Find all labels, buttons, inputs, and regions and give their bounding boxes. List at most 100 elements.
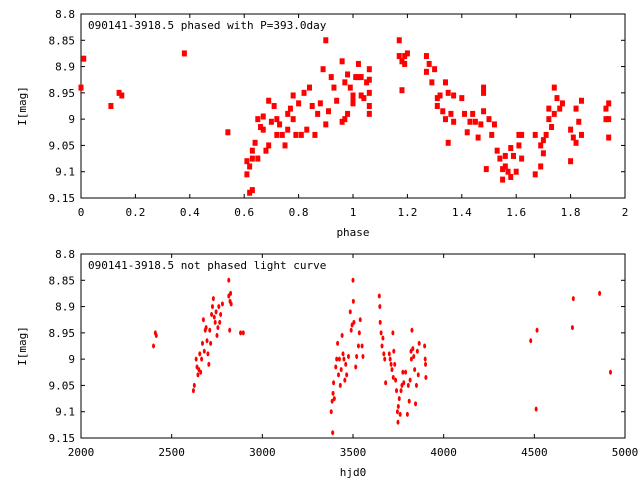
- data-point: [218, 319, 222, 325]
- data-point: [358, 317, 362, 323]
- data-point: [249, 187, 255, 194]
- data-point: [381, 335, 385, 341]
- y-tick-label: 9.15: [49, 192, 76, 205]
- data-point: [416, 372, 420, 378]
- data-point: [212, 314, 216, 320]
- data-point: [81, 55, 87, 62]
- data-point: [546, 105, 552, 112]
- x-tick-label: 2: [622, 206, 629, 219]
- data-point: [210, 311, 214, 317]
- data-point: [475, 134, 481, 141]
- plot-title: 090141-3918.5 not phased light curve: [88, 259, 326, 272]
- data-point: [395, 409, 399, 415]
- data-point: [355, 74, 361, 81]
- data-point: [404, 50, 410, 57]
- data-point: [603, 116, 609, 123]
- data-point: [494, 147, 500, 154]
- data-point: [285, 110, 291, 117]
- data-point: [437, 92, 443, 99]
- plot-phased: 0 0.2 0.4 0.6 0.8 1 1.2 1.4 1.6 1.8 2 8.8 8.85 8.9 8.9…: [16, 8, 628, 239]
- data-point: [326, 108, 332, 115]
- data-point: [380, 343, 384, 349]
- data-point: [206, 351, 210, 357]
- data-point: [546, 116, 552, 123]
- data-point: [534, 406, 538, 412]
- data-point: [423, 68, 429, 75]
- data-point: [279, 131, 285, 138]
- data-point: [352, 319, 356, 325]
- data-point: [351, 277, 355, 283]
- data-point: [366, 103, 372, 109]
- data-point: [285, 126, 291, 133]
- data-point: [398, 411, 402, 417]
- data-point: [402, 60, 408, 67]
- data-point: [470, 110, 476, 117]
- data-point: [467, 118, 473, 125]
- data-point: [377, 293, 381, 299]
- data-point: [434, 103, 440, 109]
- x-tick-label: 3500: [340, 446, 367, 459]
- data-point: [397, 396, 401, 402]
- data-point: [396, 53, 402, 60]
- data-point: [320, 66, 326, 73]
- data-point: [378, 304, 382, 310]
- data-point: [448, 110, 454, 117]
- data-point: [396, 419, 400, 425]
- data-point: [472, 118, 478, 125]
- data-point: [274, 131, 280, 138]
- data-point: [345, 110, 351, 117]
- data-point: [366, 66, 372, 73]
- data-point: [393, 361, 397, 367]
- data-point: [519, 131, 525, 138]
- data-point: [513, 168, 519, 175]
- y-tick-label: 8.9: [55, 61, 75, 74]
- data-point: [383, 356, 387, 362]
- data-point: [440, 108, 446, 115]
- data-point: [219, 311, 223, 317]
- data-point: [332, 380, 336, 386]
- data-point: [538, 142, 544, 149]
- data-point: [154, 332, 158, 338]
- data-point: [350, 100, 356, 107]
- data-point: [549, 124, 555, 131]
- data-point: [394, 377, 398, 383]
- data-point: [445, 89, 451, 96]
- data-point: [459, 95, 465, 102]
- data-point: [355, 60, 361, 67]
- data-point: [201, 317, 205, 323]
- data-point: [478, 121, 484, 128]
- data-point: [529, 338, 533, 344]
- data-point: [417, 340, 421, 346]
- data-point: [405, 411, 409, 417]
- data-point: [204, 325, 208, 331]
- data-point: [606, 134, 612, 141]
- data-point: [290, 92, 296, 99]
- data-point: [491, 121, 497, 128]
- data-point: [196, 372, 200, 378]
- data-point: [263, 147, 269, 154]
- data-point: [538, 163, 544, 170]
- data-point: [331, 390, 335, 396]
- x-tick-label: 1.4: [452, 206, 472, 219]
- data-point: [241, 330, 245, 336]
- data-point: [489, 131, 495, 138]
- data-point: [309, 103, 315, 109]
- data-point: [266, 97, 272, 104]
- data-point: [388, 356, 392, 362]
- data-point: [412, 354, 416, 360]
- y-tick-label: 9.05: [49, 139, 76, 152]
- data-point: [402, 53, 408, 60]
- data-point: [361, 95, 367, 102]
- data-point: [339, 58, 345, 65]
- data-point: [335, 356, 339, 362]
- data-point: [152, 343, 156, 349]
- x-tick-label: 2500: [158, 446, 185, 459]
- data-point: [345, 372, 349, 378]
- data-point: [598, 290, 602, 296]
- data-point: [244, 171, 250, 178]
- data-point: [334, 97, 340, 104]
- data-point: [355, 354, 359, 360]
- data-point: [500, 176, 506, 183]
- data-point: [532, 131, 538, 138]
